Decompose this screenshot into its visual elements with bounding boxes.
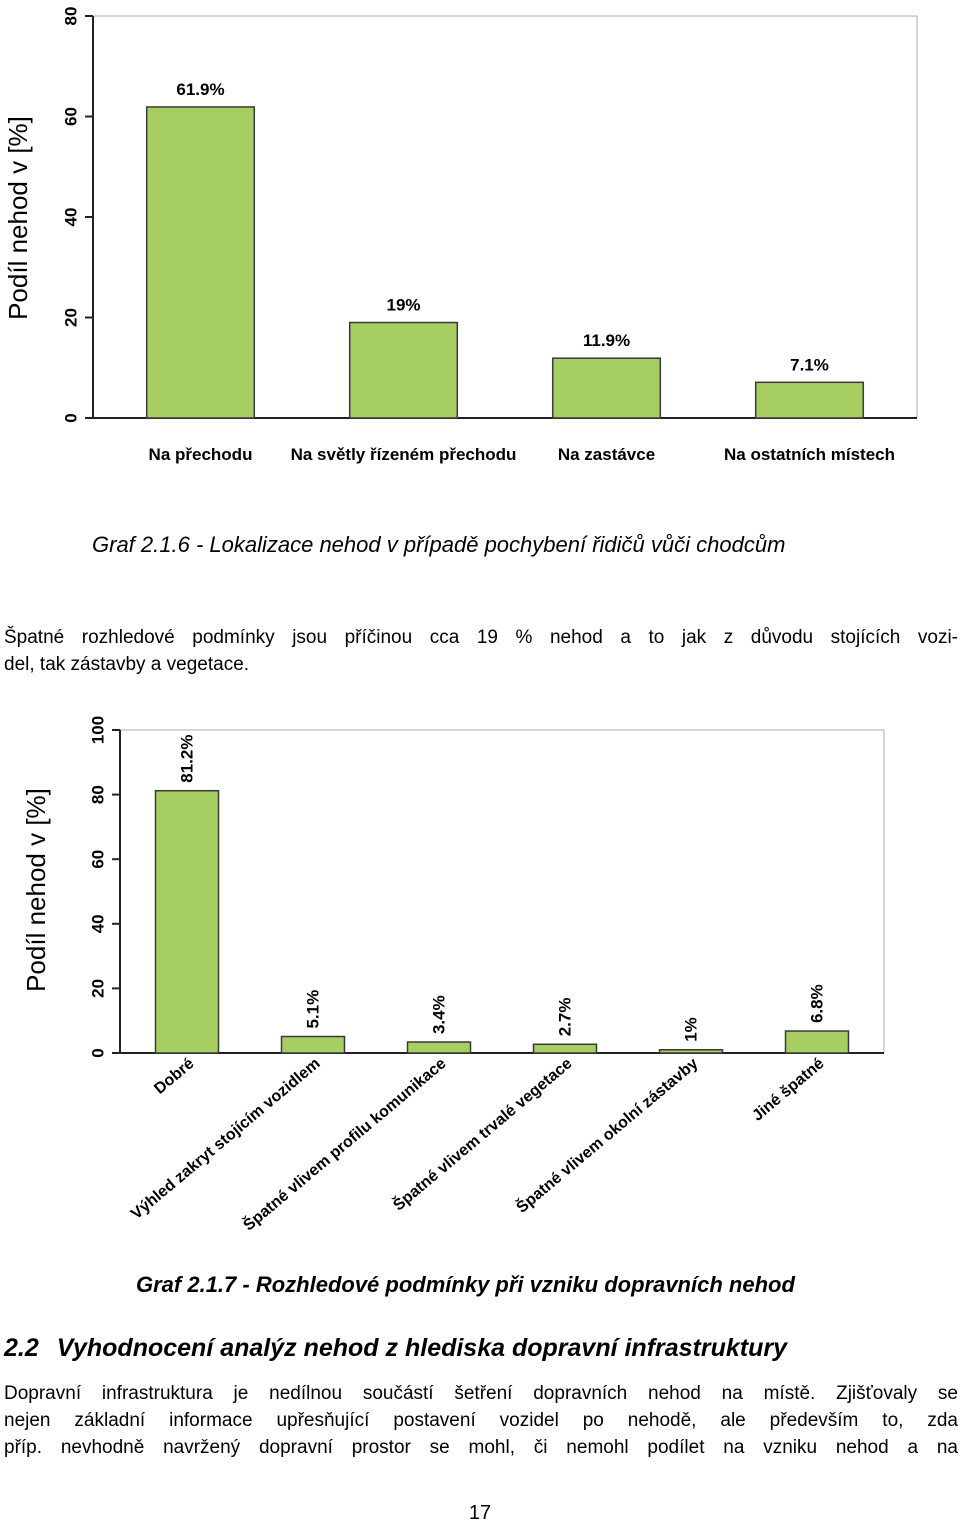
x-category-label: Na zastávce (558, 445, 655, 464)
bar (280, 1035, 346, 1054)
chart-visibility-conditions: 0 20 40 60 80 100 Podíl nehod v [%] 81.2% Dobré 5… (21, 716, 885, 1234)
x-category-label: Špatné vlivem profilu komunikace (239, 1053, 449, 1234)
figure-caption-2-1-7: Graf 2.1.7 - Rozhledové podmínky při vzn… (136, 1272, 795, 1297)
y-tick-label: 100 (89, 716, 108, 744)
bar-value-label: 5.1% (304, 990, 323, 1029)
paragraph-line: del, tak zástavby a vegetace. (4, 654, 250, 675)
x-category-label: Na světly řízeném přechodu (291, 445, 517, 464)
x-category-label: Na ostatních místech (724, 445, 895, 464)
bar-value-label: 1% (682, 1017, 701, 1042)
page-number: 17 (468, 1502, 492, 1524)
y-tick-label: 0 (89, 1048, 108, 1057)
bar (348, 321, 459, 419)
y-tick-label: 20 (89, 979, 108, 998)
y-tick-label: 0 (62, 413, 81, 422)
y-tick-label: 80 (62, 7, 81, 26)
x-category-label: Jiné špatné (749, 1055, 827, 1125)
bar (406, 1041, 472, 1054)
bar (532, 1043, 598, 1054)
bar (551, 357, 662, 419)
bar-value-label: 19% (386, 296, 420, 315)
y-tick-label: 40 (62, 208, 81, 227)
chart-accident-location: 0 20 40 60 80 Podíl nehod v [%] 61.9% Na přecho… (3, 7, 918, 464)
paragraph-line: nejen základní informace upřesňující pos… (4, 1410, 958, 1431)
bar-value-label: 3.4% (430, 995, 449, 1034)
bar-value-label: 61.9% (176, 80, 224, 99)
y-tick-label: 60 (89, 850, 108, 869)
paragraph-line: příp. nevhodně navržený dopravní prostor… (4, 1437, 958, 1458)
x-category-label: Na přechodu (149, 445, 253, 464)
y-axis-title: Podíl nehod v [%] (3, 116, 33, 320)
section-heading: 2.2 Vyhodnocení analýz nehod z hlediska d… (4, 1334, 787, 1363)
y-tick-label: 20 (62, 308, 81, 327)
bar-value-label: 6.8% (808, 984, 827, 1023)
bar-value-label: 2.7% (556, 998, 575, 1037)
y-axis-title: Podíl nehod v [%] (21, 788, 51, 992)
y-tick-label: 40 (89, 914, 108, 933)
y-tick-label: 60 (62, 107, 81, 126)
section-title: Vyhodnocení analýz nehod z hlediska dopr… (56, 1334, 788, 1362)
bar-value-label: 7.1% (790, 355, 829, 374)
section-number: 2.2 (4, 1334, 39, 1362)
bar-value-label: 11.9% (583, 331, 630, 350)
figure-caption-2-1-6: Graf 2.1.6 - Lokalizace nehod v případě … (92, 532, 786, 557)
paragraph-line: Dopravní infrastruktura je nedílnou souč… (4, 1383, 958, 1404)
bar (154, 789, 220, 1054)
bar (754, 381, 865, 419)
paragraph-line: Špatné rozhledové podmínky jsou příčinou… (4, 627, 958, 648)
bar (658, 1049, 724, 1054)
bar-value-label: 81.2% (178, 735, 197, 783)
bar (145, 106, 256, 419)
bar (784, 1030, 850, 1054)
y-tick-label: 80 (89, 785, 108, 804)
x-category-label: Dobré (151, 1055, 197, 1098)
